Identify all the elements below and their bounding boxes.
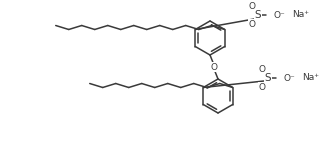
Text: S: S: [255, 10, 261, 20]
Text: O: O: [248, 1, 255, 11]
Text: O: O: [211, 62, 217, 71]
Text: Na⁺: Na⁺: [302, 73, 319, 82]
Text: O: O: [258, 82, 266, 91]
Text: S: S: [265, 73, 271, 83]
Text: O: O: [258, 65, 266, 74]
Text: O: O: [248, 20, 255, 29]
Text: Na⁺: Na⁺: [292, 9, 309, 18]
Text: O⁻: O⁻: [273, 11, 285, 20]
Text: O⁻: O⁻: [283, 74, 295, 82]
